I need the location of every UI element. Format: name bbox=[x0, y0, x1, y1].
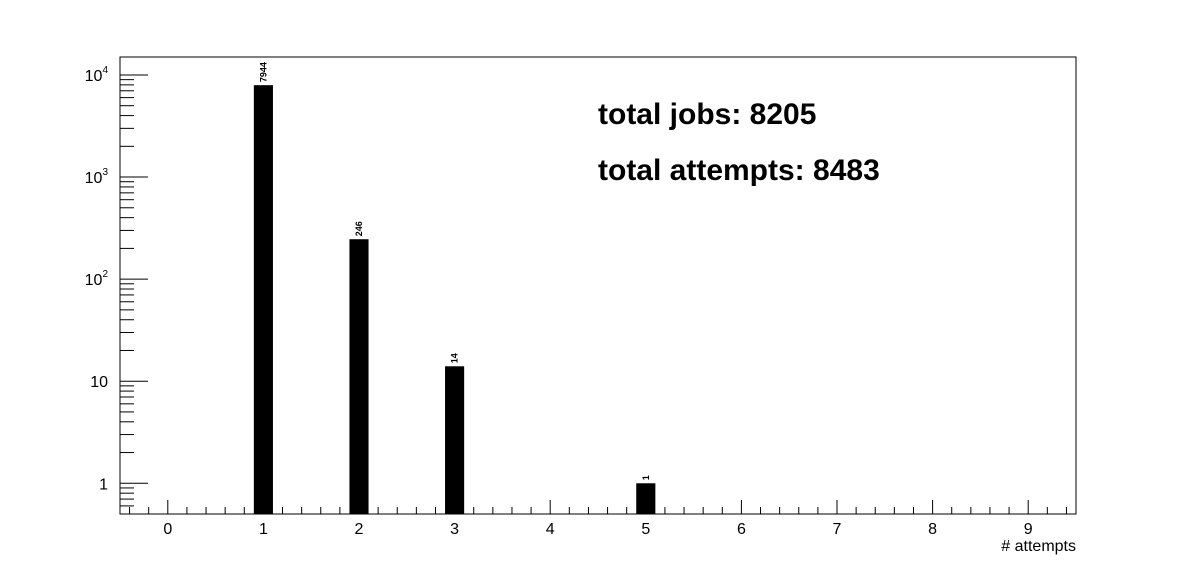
plot-frame bbox=[119, 56, 1077, 515]
total-attempts-annotation: total attempts: 8483 bbox=[598, 154, 880, 187]
y-tick-exponent: 2 bbox=[102, 269, 108, 280]
bar-value-label: 246 bbox=[354, 221, 364, 236]
y-tick-label: 104 bbox=[85, 65, 109, 85]
bar-labels-group: 7944 246 14 1 bbox=[258, 62, 650, 480]
y-tick-base: 10 bbox=[85, 170, 103, 187]
bar-1 bbox=[253, 85, 273, 514]
y-tick-exponent: 4 bbox=[102, 65, 108, 76]
bar-2 bbox=[349, 239, 369, 514]
x-tick-label: 7 bbox=[833, 521, 842, 538]
bar-value-label: 14 bbox=[450, 353, 460, 363]
x-tick-label: 2 bbox=[355, 521, 364, 538]
bar-3 bbox=[445, 366, 465, 514]
x-tick-label: 9 bbox=[1024, 521, 1033, 538]
y-tick-label: 103 bbox=[85, 167, 109, 187]
x-tick-label: 3 bbox=[450, 521, 459, 538]
y-tick-base: 1 bbox=[99, 476, 108, 493]
bars-group bbox=[253, 85, 656, 514]
x-tick-label: 6 bbox=[737, 521, 746, 538]
x-tick-label: 5 bbox=[641, 521, 650, 538]
bar-value-label: 7944 bbox=[258, 62, 268, 82]
x-tick-label: 8 bbox=[928, 521, 937, 538]
y-tick-exponent: 3 bbox=[102, 167, 108, 178]
x-axis-title: # attempts bbox=[1001, 538, 1076, 555]
y-tick-label: 10 bbox=[90, 374, 108, 391]
total-jobs-annotation: total jobs: 8205 bbox=[598, 98, 816, 131]
bar-value-label: 1 bbox=[641, 475, 651, 480]
y-tick-base: 10 bbox=[85, 272, 103, 289]
x-tick-label: 0 bbox=[163, 521, 172, 538]
x-axis: 0 1 2 3 4 5 6 7 8 9 bbox=[129, 500, 1067, 538]
x-tick-label: 4 bbox=[546, 521, 555, 538]
x-tick-label: 1 bbox=[259, 521, 268, 538]
y-tick-base: 10 bbox=[85, 68, 103, 85]
bar-5 bbox=[636, 483, 656, 514]
y-tick-label: 1 bbox=[99, 476, 108, 493]
y-tick-base: 10 bbox=[90, 374, 108, 391]
y-tick-label: 102 bbox=[85, 269, 109, 289]
